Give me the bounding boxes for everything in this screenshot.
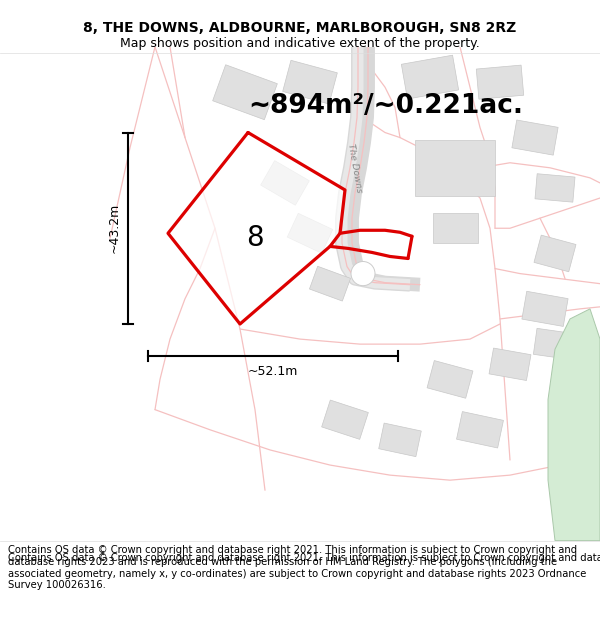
Polygon shape [534,235,576,272]
Text: ~894m²/~0.221ac.: ~894m²/~0.221ac. [248,93,523,119]
Polygon shape [427,361,473,398]
Polygon shape [512,120,558,155]
Polygon shape [489,348,531,381]
Polygon shape [535,174,575,202]
Polygon shape [168,132,345,324]
Text: The Downs: The Downs [346,142,364,193]
Text: 8, THE DOWNS, ALDBOURNE, MARLBOROUGH, SN8 2RZ: 8, THE DOWNS, ALDBOURNE, MARLBOROUGH, SN… [83,21,517,35]
Polygon shape [379,423,421,457]
Polygon shape [322,400,368,439]
Polygon shape [310,266,350,301]
Text: Contains OS data © Crown copyright and database right 2021. This information is : Contains OS data © Crown copyright and d… [8,553,600,563]
Polygon shape [401,55,458,99]
Polygon shape [457,412,503,448]
Text: 8: 8 [246,224,264,253]
Polygon shape [548,309,600,541]
Polygon shape [283,60,337,104]
Text: Contains OS data © Crown copyright and database right 2021. This information is : Contains OS data © Crown copyright and d… [8,545,586,590]
Polygon shape [433,213,478,243]
Polygon shape [522,291,568,326]
Polygon shape [476,65,524,99]
Text: ~43.2m: ~43.2m [107,203,121,253]
Text: Map shows position and indicative extent of the property.: Map shows position and indicative extent… [120,38,480,50]
Polygon shape [212,65,277,120]
Circle shape [351,261,375,286]
Polygon shape [415,140,495,196]
Polygon shape [533,328,577,360]
Polygon shape [287,213,333,253]
Text: ~52.1m: ~52.1m [248,365,298,378]
Polygon shape [260,161,310,205]
